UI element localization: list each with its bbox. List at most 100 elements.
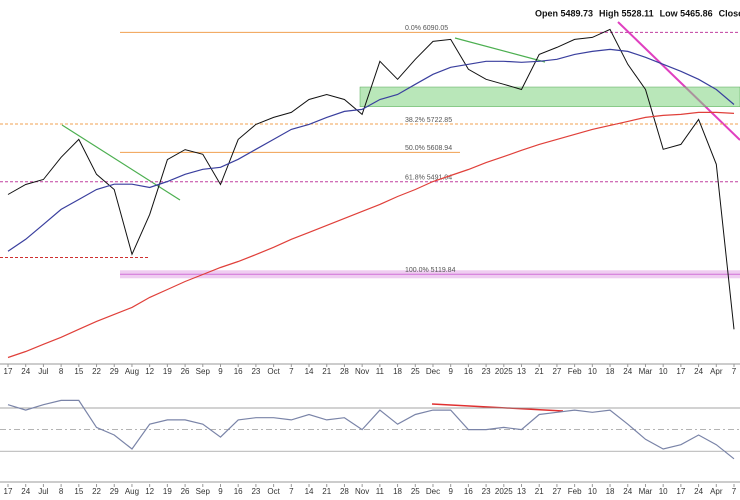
x-tick-label: 10 [659, 367, 668, 376]
x-tick-label: 24 [21, 367, 30, 376]
x-tick-label: 12 [145, 487, 154, 496]
x-tick-label: 22 [92, 487, 101, 496]
x-tick-label: 16 [464, 367, 473, 376]
x-tick-label: 7 [732, 367, 737, 376]
x-tick-label: 17 [676, 487, 685, 496]
x-tick-label: 7 [289, 367, 294, 376]
x-tick-label: 24 [21, 487, 30, 496]
x-tick-label: 7 [732, 487, 737, 496]
x-tick-label: 25 [411, 367, 420, 376]
x-tick-label: 21 [535, 487, 544, 496]
x-tick-label: 9 [218, 367, 223, 376]
x-tick-label: Oct [267, 367, 280, 376]
x-tick-label: Aug [125, 367, 139, 376]
x-tick-label: 24 [694, 367, 703, 376]
x-tick-label: 10 [588, 367, 597, 376]
series-line [7, 28, 735, 330]
x-tick-label: 15 [74, 487, 83, 496]
level-label: 38.2% 5722.85 [405, 117, 452, 124]
series-line [7, 111, 735, 359]
x-tick-label: 21 [322, 367, 331, 376]
x-tick-label: 23 [251, 487, 260, 496]
x-tick-label: Dec [426, 487, 440, 496]
x-tick-label: Jul [38, 487, 48, 496]
x-tick-label: 19 [163, 367, 172, 376]
header-text: Low 5465.86 [660, 8, 713, 18]
series-line [7, 48, 735, 252]
x-tick-label: 23 [482, 367, 491, 376]
x-tick-label: 16 [234, 487, 243, 496]
x-tick-label: 8 [59, 367, 64, 376]
x-tick-label: Sep [196, 487, 211, 496]
x-tick-label: 22 [92, 367, 101, 376]
header-text: Close 5525.21 [719, 8, 740, 18]
x-tick-label: 17 [4, 487, 13, 496]
x-tick-label: Feb [568, 367, 582, 376]
x-tick-label: 11 [376, 487, 385, 496]
x-tick-label: 15 [74, 367, 83, 376]
x-tick-label: Jul [38, 367, 48, 376]
x-tick-label: 18 [393, 367, 402, 376]
x-tick-label: 18 [606, 367, 615, 376]
zone [359, 86, 740, 107]
header-text: High 5528.11 [599, 8, 654, 18]
x-tick-label: 28 [340, 367, 349, 376]
x-tick-label: 24 [623, 487, 632, 496]
x-tick-label: Sep [196, 367, 211, 376]
level-label: 61.8% 5491.04 [405, 175, 452, 182]
x-tick-label: 8 [59, 487, 64, 496]
x-tick-label: Oct [267, 487, 280, 496]
x-tick-label: 19 [163, 487, 172, 496]
trendline [454, 37, 546, 63]
x-tick-label: 27 [552, 487, 561, 496]
x-tick-label: 24 [694, 487, 703, 496]
x-tick-label: 9 [218, 487, 223, 496]
level-label: 100.0% 5119.84 [405, 267, 456, 274]
x-tick-label: 14 [305, 487, 314, 496]
x-tick-label: 16 [234, 367, 243, 376]
x-tick-label: 10 [588, 487, 597, 496]
trendline [61, 124, 181, 201]
x-tick-label: 26 [181, 367, 190, 376]
x-tick-label: 10 [659, 487, 668, 496]
trendline [617, 21, 740, 141]
x-tick-label: 13 [517, 487, 526, 496]
header-text: Open 5489.73 [535, 8, 593, 18]
x-tick-label: 25 [411, 487, 420, 496]
x-tick-label: 29 [110, 487, 119, 496]
level-label: 50.0% 5608.94 [405, 145, 452, 152]
x-tick-label: 17 [676, 367, 685, 376]
x-tick-label: 18 [606, 487, 615, 496]
x-tick-label: 7 [289, 487, 294, 496]
trendline [431, 403, 564, 412]
x-tick-label: Apr [710, 367, 723, 376]
x-tick-label: 9 [448, 487, 453, 496]
x-tick-label: 16 [464, 487, 473, 496]
x-tick-label: 18 [393, 487, 402, 496]
x-tick-label: 9 [448, 367, 453, 376]
x-tick-label: 11 [376, 367, 385, 376]
series-line [7, 399, 735, 460]
x-tick-label: 28 [340, 487, 349, 496]
x-tick-label: Mar [639, 487, 653, 496]
x-tick-label: 26 [181, 487, 190, 496]
x-tick-label: 21 [322, 487, 331, 496]
x-tick-label: Mar [639, 367, 653, 376]
x-tick-label: 27 [552, 367, 561, 376]
x-tick-label: 2025 [495, 367, 513, 376]
x-tick-label: Apr [710, 487, 723, 496]
x-tick-label: 21 [535, 367, 544, 376]
x-tick-label: Dec [426, 367, 440, 376]
x-tick-label: 24 [623, 367, 632, 376]
x-tick-label: 29 [110, 367, 119, 376]
x-tick-label: 12 [145, 367, 154, 376]
x-tick-label: Nov [355, 367, 369, 376]
x-tick-label: 14 [305, 367, 314, 376]
x-tick-label: 23 [251, 367, 260, 376]
x-tick-label: 2025 [495, 487, 513, 496]
level-label: 0.0% 6090.05 [405, 25, 448, 32]
x-tick-label: 13 [517, 367, 526, 376]
x-tick-label: 23 [482, 487, 491, 496]
